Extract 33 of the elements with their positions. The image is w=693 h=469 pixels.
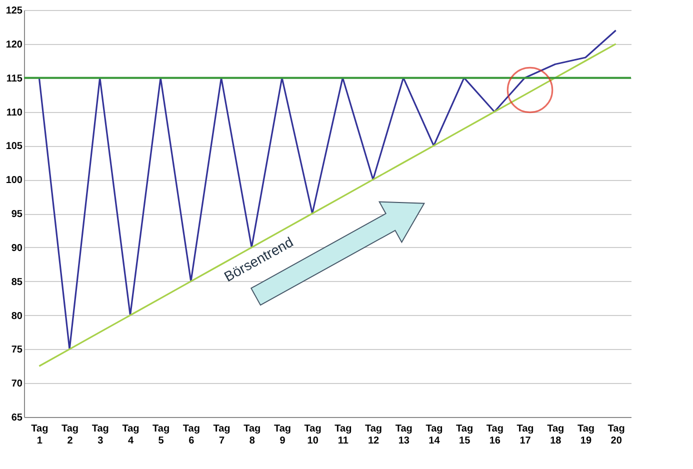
x-tick-label: Tag 7 — [213, 424, 230, 446]
x-tick-label: Tag 1 — [31, 424, 48, 446]
x-tick-label: Tag 5 — [152, 424, 170, 446]
x-tick-label: Tag 20 — [608, 424, 625, 446]
y-tick-label: 110 — [6, 107, 23, 118]
y-tick-label: 100 — [6, 175, 23, 186]
y-tick-label: 115 — [6, 73, 23, 84]
y-tick-label: 65 — [11, 412, 23, 424]
y-tick-label: 125 — [6, 6, 23, 16]
x-tick-label: Tag 16 — [486, 424, 504, 446]
x-tick-label: Tag 4 — [122, 424, 140, 446]
x-tick-label: Tag 13 — [395, 424, 412, 446]
y-tick-label: 80 — [11, 310, 23, 322]
y-tick-label: 85 — [11, 276, 23, 288]
x-tick-label: Tag 14 — [426, 424, 443, 446]
y-tick-label: 105 — [6, 141, 23, 152]
y-tick-label: 95 — [11, 209, 23, 220]
x-tick-label: Tag 3 — [92, 424, 109, 446]
x-tick-label: Tag 6 — [182, 424, 200, 446]
x-tick-label: Tag 19 — [577, 424, 594, 446]
y-tick-label: 70 — [11, 378, 23, 390]
x-tick-label: Tag 12 — [365, 424, 382, 446]
x-tick-label: Tag 10 — [304, 424, 322, 446]
x-tick-label: Tag 2 — [62, 424, 79, 446]
x-tick-label: Tag 11 — [334, 424, 352, 446]
y-tick-label: 120 — [6, 39, 23, 50]
x-tick-label: Tag 15 — [456, 424, 474, 446]
y-tick-label: 75 — [11, 344, 23, 356]
y-tick-label: 90 — [11, 242, 23, 254]
x-tick-label: Tag 17 — [516, 424, 534, 446]
x-tick-label: Tag 18 — [547, 424, 564, 446]
x-tick-label: Tag 9 — [274, 424, 291, 446]
x-tick-label: Tag 8 — [244, 424, 261, 446]
